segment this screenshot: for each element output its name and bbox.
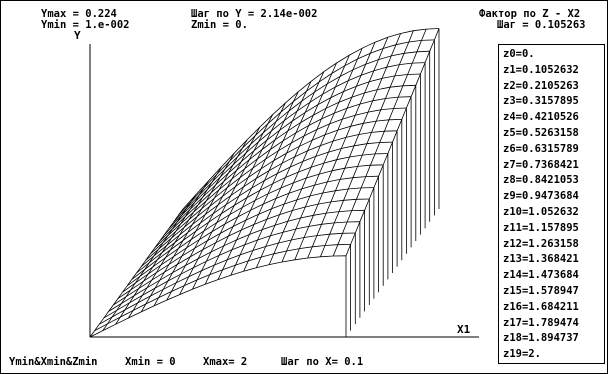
surface-x-line — [268, 48, 363, 265]
z-step-label: Шаг = 0.105263 — [497, 19, 586, 31]
z-level-4: z4=0.4210526 — [503, 111, 579, 124]
surface-x-line — [115, 180, 209, 325]
z-level-11: z11=1.157895 — [503, 221, 579, 234]
z-level-15: z15=1.578947 — [503, 284, 579, 297]
surface-x-line — [179, 114, 273, 295]
surface-z-line — [154, 96, 412, 248]
surface-z-line — [159, 84, 416, 242]
surface-x-line — [192, 102, 286, 290]
x-axis-label: X1 — [457, 323, 471, 336]
surface-x-line — [140, 152, 235, 313]
surface-z-line — [178, 39, 435, 216]
z-level-14: z14=1.473684 — [503, 269, 579, 282]
zmin-label: Zmin = 0. — [191, 19, 248, 31]
surface-x-line — [345, 28, 440, 256]
z-level-17: z17=1.789474 — [503, 316, 579, 329]
surface-x-line — [102, 194, 197, 331]
z-level-10: z10=1.052632 — [503, 205, 579, 218]
x-step-label: Шаг по X= 0.1 — [281, 356, 364, 368]
surface-x-line — [153, 139, 248, 307]
surface-x-line — [89, 208, 184, 338]
z-level-5: z5=0.5263158 — [503, 126, 579, 139]
xmax-label: Xmax= 2 — [203, 356, 248, 368]
z-level-0: z0=0. — [503, 48, 535, 60]
z-levels-list: z0=0. z1=0.1052632 z2=0.2105263 z3=0.315789… — [499, 45, 604, 363]
z-levels-panel: z0=0. z1=0.1052632 z2=0.2105263 z3=0.315789… — [498, 44, 605, 364]
surface-x-line — [128, 166, 222, 319]
z-level-7: z7=0.7368421 — [503, 158, 579, 171]
z-level-1: z1=0.1052632 — [503, 63, 579, 76]
z-level-3: z3=0.3157895 — [503, 95, 579, 108]
surface-x-line — [307, 33, 401, 259]
z-level-16: z16=1.684211 — [503, 300, 579, 313]
surface-z-line — [182, 28, 440, 210]
surface-x-line — [204, 91, 299, 285]
z-level-8: z8=0.8421053 — [503, 174, 579, 187]
z-level-12: z12=1.263158 — [503, 237, 579, 250]
z-level-9: z9=0.9473684 — [503, 190, 579, 203]
surface-x-line — [230, 71, 325, 276]
surface-mesh — [89, 28, 440, 338]
ymin-label: Ymin = 1.e-002 — [41, 19, 130, 31]
surface-x-line — [320, 30, 414, 257]
xmin-label: Xmin = 0 — [125, 356, 176, 368]
surface-z-line — [89, 255, 347, 338]
y-axis-label: Y — [74, 29, 81, 42]
surface-x-line — [256, 54, 350, 268]
surface-x-line — [294, 37, 389, 260]
ymax-label: Ymax = 0.224 — [41, 8, 117, 20]
z-level-18: z18=1.894737 — [503, 332, 579, 345]
surface-plot: Y X1 — [74, 28, 479, 338]
z-level-19: z19=2. — [503, 348, 541, 361]
y-step-label: Шаг по Y = 2.14e-002 — [191, 8, 318, 20]
z-level-6: z6=0.6315789 — [503, 142, 579, 155]
surface-x-line — [281, 42, 376, 263]
origin-label: Ymin&Xmin&Zmin — [9, 356, 98, 368]
surface-x-line — [166, 126, 261, 301]
z-factor-label: Фактор по Z - X2 — [479, 8, 581, 20]
z-level-2: z2=0.2105263 — [503, 79, 579, 92]
z-level-13: z13=1.368421 — [503, 253, 579, 266]
surface-z-line — [103, 221, 360, 319]
surface-x-line — [243, 62, 337, 272]
surface-x-line — [332, 28, 427, 257]
surface-z-line — [108, 209, 365, 312]
surface-x-line — [217, 81, 312, 280]
